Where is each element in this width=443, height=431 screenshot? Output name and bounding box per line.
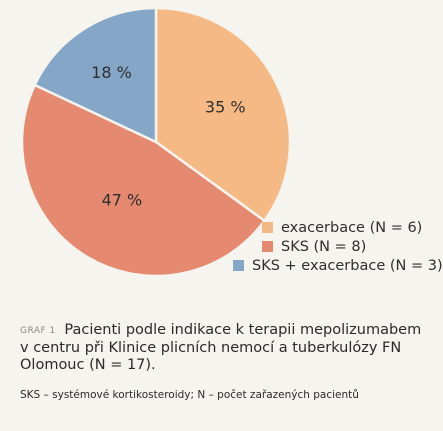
legend-swatch-3 (233, 260, 244, 271)
figure-caption: GRAF 1 Pacienti podle indikace k terapii… (20, 322, 425, 374)
pie-chart-svg: 35 % 47 % 18 % exacerbace (N = 6) SKS (N = 8… (20, 6, 443, 278)
pie-slice-1 (154, 6, 292, 223)
pie-slice-2 (20, 83, 267, 278)
legend-swatch-1 (262, 222, 273, 233)
slice-value-label-1: 35 % (205, 98, 246, 117)
caption-text: Pacienti podle indikace k terapii mepoli… (20, 322, 422, 373)
figure-tag: GRAF 1 (20, 326, 56, 336)
legend-label-3: SKS + exacerbace (N = 3) (252, 258, 443, 274)
slice-value-label-2: 47 % (102, 191, 143, 210)
pie-slice-3 (33, 6, 158, 144)
abbreviations-note: SKS – systémové kortikosteroidy; N – poč… (20, 389, 359, 401)
slice-value-label-3: 18 % (91, 63, 132, 82)
legend-label-2: SKS (N = 8) (281, 239, 366, 255)
legend-label-1: exacerbace (N = 6) (281, 220, 422, 236)
legend-swatch-2 (262, 241, 273, 252)
pie-chart: 35 % 47 % 18 % exacerbace (N = 6) SKS (N = 8… (20, 6, 443, 278)
